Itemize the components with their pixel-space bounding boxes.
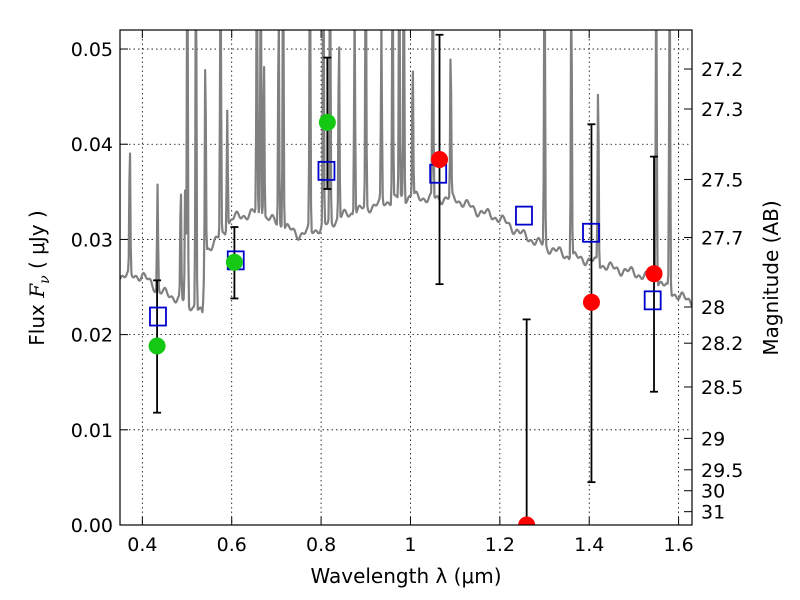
x-tick-label: 1.4 <box>574 534 604 556</box>
model-spectrum-line <box>120 30 692 314</box>
y2-tick-label: 28 <box>701 297 725 319</box>
x-tick-label: 1.2 <box>485 534 515 556</box>
y2-tick-label: 29.5 <box>701 460 743 482</box>
observed-point-red <box>518 516 536 525</box>
x-tick-label: 1 <box>404 534 416 556</box>
y2-tick-label: 30 <box>701 481 725 503</box>
x-tick-label: 0.6 <box>217 534 247 556</box>
y2-tick-label: 27.3 <box>701 99 743 121</box>
y-label-prefix: Flux <box>25 298 49 346</box>
spectrum-layer <box>120 30 692 314</box>
y2-axis-label: Magnitude (AB) <box>759 200 783 355</box>
y-label-var: F <box>25 283 49 299</box>
y-tick-label: 0.05 <box>71 39 113 61</box>
observed-point-red <box>582 293 600 311</box>
y-tick-label: 0.03 <box>71 229 113 251</box>
plot-frame <box>119 29 693 526</box>
observed-point-green <box>318 113 336 131</box>
x-axis-label: Wavelength λ (μm) <box>310 564 501 588</box>
y-label-unit: ( μJy ) <box>25 210 49 275</box>
y-label-sub: ν <box>37 275 53 284</box>
y2-tick-label: 27.5 <box>701 169 743 191</box>
y2-tick-label: 31 <box>701 502 725 524</box>
y-tick-label: 0.01 <box>71 420 113 442</box>
y2-tick-label: 27.7 <box>701 228 743 250</box>
observed-point-red <box>645 265 663 283</box>
photometry-layer <box>148 113 663 525</box>
x-tick-label: 0.8 <box>306 534 336 556</box>
model-photometry-square <box>515 205 533 226</box>
y2-tick-label: 29 <box>701 428 725 450</box>
y2-tick-label: 28.2 <box>701 333 743 355</box>
model-photometry-square <box>149 306 167 327</box>
observed-point-green <box>148 337 166 355</box>
y-axis-label: Flux Fν ( μJy ) <box>25 210 53 345</box>
y-tick-label: 0.00 <box>71 515 113 537</box>
x-tick-label: 0.4 <box>127 534 157 556</box>
model-photometry-square <box>582 222 600 243</box>
observed-point-green <box>225 253 243 271</box>
observed-point-red <box>431 150 449 168</box>
model-photometry-square <box>643 290 662 311</box>
tick-layer: 0.4 0.6 0.8 1 1.2 1.4 1.6 0.00 0.01 0.02 0.03 0.04 0… <box>71 30 743 556</box>
y2-tick-label: 28.5 <box>701 377 743 399</box>
plot-area <box>120 30 692 525</box>
y2-tick-label: 27.2 <box>701 59 743 81</box>
model-photometry-square <box>317 160 336 181</box>
y-tick-label: 0.02 <box>71 325 113 347</box>
x-tick-label: 1.6 <box>663 534 693 556</box>
y-tick-label: 0.04 <box>71 134 113 156</box>
